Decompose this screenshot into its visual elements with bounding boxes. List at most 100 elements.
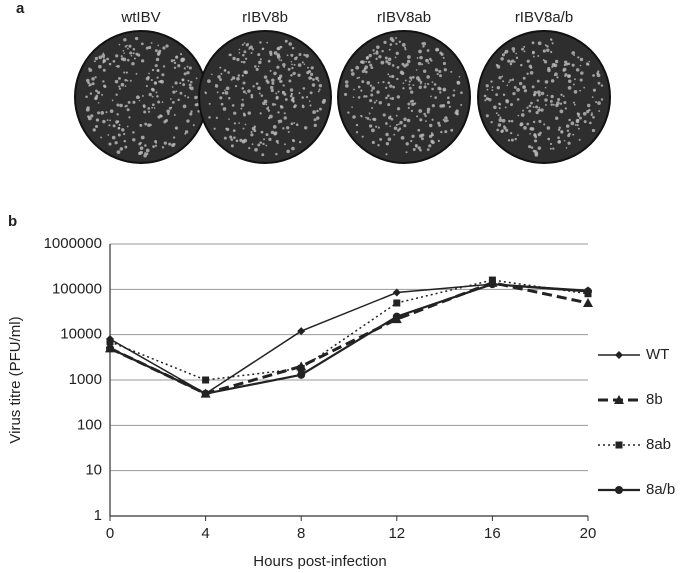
plate: [198, 30, 332, 164]
plaque: [411, 99, 414, 103]
plaque: [143, 110, 147, 114]
plaque: [171, 143, 175, 148]
plaque: [100, 136, 103, 139]
plaque: [166, 109, 171, 114]
plaque: [446, 100, 451, 105]
plaque: [315, 76, 319, 81]
plaque: [576, 112, 581, 116]
plaque: [418, 85, 422, 89]
plaque: [557, 136, 560, 140]
plaque: [431, 104, 435, 108]
plaque: [571, 51, 576, 55]
y-tick-label: 1000000: [44, 235, 102, 252]
plaque: [265, 144, 268, 147]
plaque: [567, 79, 572, 83]
plaque: [279, 80, 283, 83]
plaque: [387, 103, 391, 107]
plaque: [241, 74, 244, 77]
plaque: [371, 107, 374, 109]
plaque: [563, 139, 566, 142]
plaque: [311, 83, 316, 87]
plaque: [145, 85, 148, 88]
plaque: [154, 144, 158, 147]
plaque: [590, 113, 593, 117]
plaque: [559, 109, 564, 114]
plaque: [531, 41, 535, 45]
plaque: [543, 60, 548, 64]
plaque: [444, 130, 448, 134]
plaque: [425, 120, 427, 123]
x-axis-label: Hours post-infection: [253, 553, 386, 570]
plaque: [318, 83, 323, 88]
plaque: [416, 57, 419, 59]
plaque: [433, 83, 437, 86]
plaque: [289, 88, 294, 92]
plaque: [211, 73, 213, 76]
plaque: [244, 70, 248, 75]
plaque: [112, 124, 116, 128]
plaque: [273, 71, 277, 76]
plaque: [111, 135, 116, 140]
plaque: [109, 109, 114, 113]
plaque: [132, 138, 136, 142]
plaque: [412, 148, 416, 151]
plaque: [456, 80, 460, 85]
plaque: [283, 116, 287, 120]
plate-label: wtIBV: [120, 9, 160, 26]
plaque: [430, 131, 433, 134]
plaque: [227, 71, 230, 74]
plaque: [97, 101, 100, 104]
plaque: [597, 81, 601, 85]
plaque: [522, 85, 526, 90]
plaque: [375, 51, 379, 55]
plaque: [533, 149, 537, 154]
plaque: [139, 146, 144, 150]
plaque: [186, 65, 189, 68]
plaque: [290, 98, 294, 102]
plaque: [291, 63, 293, 66]
plaque: [355, 123, 359, 127]
plaque: [142, 104, 146, 108]
plaque: [244, 123, 247, 126]
plaque: [361, 80, 365, 84]
plaque: [562, 95, 565, 98]
x-tick-label: 20: [580, 525, 597, 542]
plaque: [298, 52, 302, 56]
plaque: [308, 69, 312, 73]
plaque: [426, 148, 430, 151]
plaque: [245, 92, 248, 95]
plaque: [575, 68, 580, 72]
plaque: [455, 112, 459, 116]
plaque: [114, 141, 118, 145]
plaque: [93, 60, 96, 63]
plaque: [116, 103, 120, 107]
plaque: [301, 105, 305, 109]
plaque: [279, 45, 282, 48]
plaque: [279, 105, 283, 108]
plaque: [102, 61, 105, 64]
plaque: [154, 140, 157, 143]
plaque: [572, 83, 575, 86]
plaque: [243, 50, 247, 54]
plaque: [123, 132, 126, 136]
plaque: [547, 137, 551, 141]
plaque: [583, 86, 586, 89]
plaque: [533, 90, 538, 95]
plaque: [403, 117, 407, 121]
plaque: [391, 74, 395, 79]
plaque: [591, 112, 593, 114]
plaque: [365, 60, 368, 63]
plaque: [126, 108, 130, 112]
plaque: [431, 140, 435, 145]
plaque: [313, 123, 317, 128]
plaque: [592, 88, 596, 92]
plaque: [143, 153, 147, 158]
plaque: [588, 60, 591, 63]
plaque: [91, 82, 95, 86]
plaque: [508, 81, 510, 83]
plaque: [372, 117, 375, 121]
plaque: [116, 120, 120, 123]
plaque: [371, 128, 375, 133]
plaque: [568, 118, 571, 122]
plaque: [350, 68, 354, 72]
